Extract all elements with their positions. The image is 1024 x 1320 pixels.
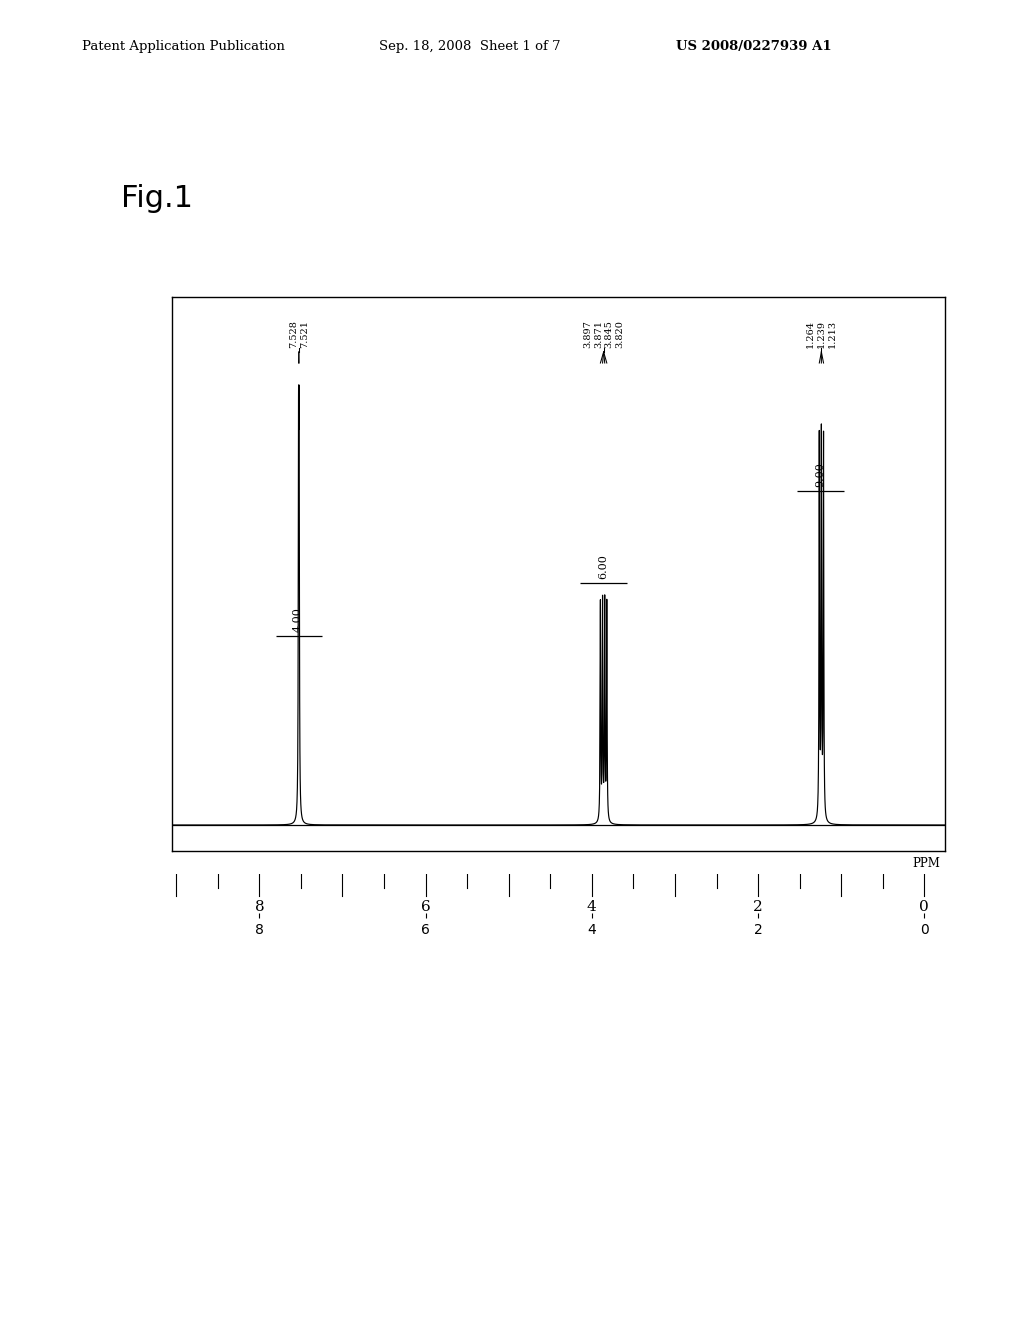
Text: Sep. 18, 2008  Sheet 1 of 7: Sep. 18, 2008 Sheet 1 of 7	[379, 41, 560, 53]
Text: US 2008/0227939 A1: US 2008/0227939 A1	[676, 41, 831, 53]
Text: 9.00: 9.00	[815, 462, 824, 487]
Text: 1.264
1.239
1.213: 1.264 1.239 1.213	[806, 319, 837, 347]
Text: 2: 2	[754, 900, 763, 913]
Text: Patent Application Publication: Patent Application Publication	[82, 41, 285, 53]
Text: 0: 0	[920, 900, 929, 913]
Text: 3.897
3.871
3.845
3.820: 3.897 3.871 3.845 3.820	[583, 319, 625, 347]
Text: Fig.1: Fig.1	[121, 185, 193, 214]
Text: 4: 4	[587, 900, 597, 913]
Text: 7.528
7.521: 7.528 7.521	[289, 319, 308, 347]
Text: 4.00: 4.00	[293, 607, 303, 632]
Text: PPM: PPM	[911, 857, 940, 870]
Text: 6: 6	[421, 900, 430, 913]
Text: 6.00: 6.00	[598, 554, 608, 579]
Text: 8: 8	[255, 900, 264, 913]
